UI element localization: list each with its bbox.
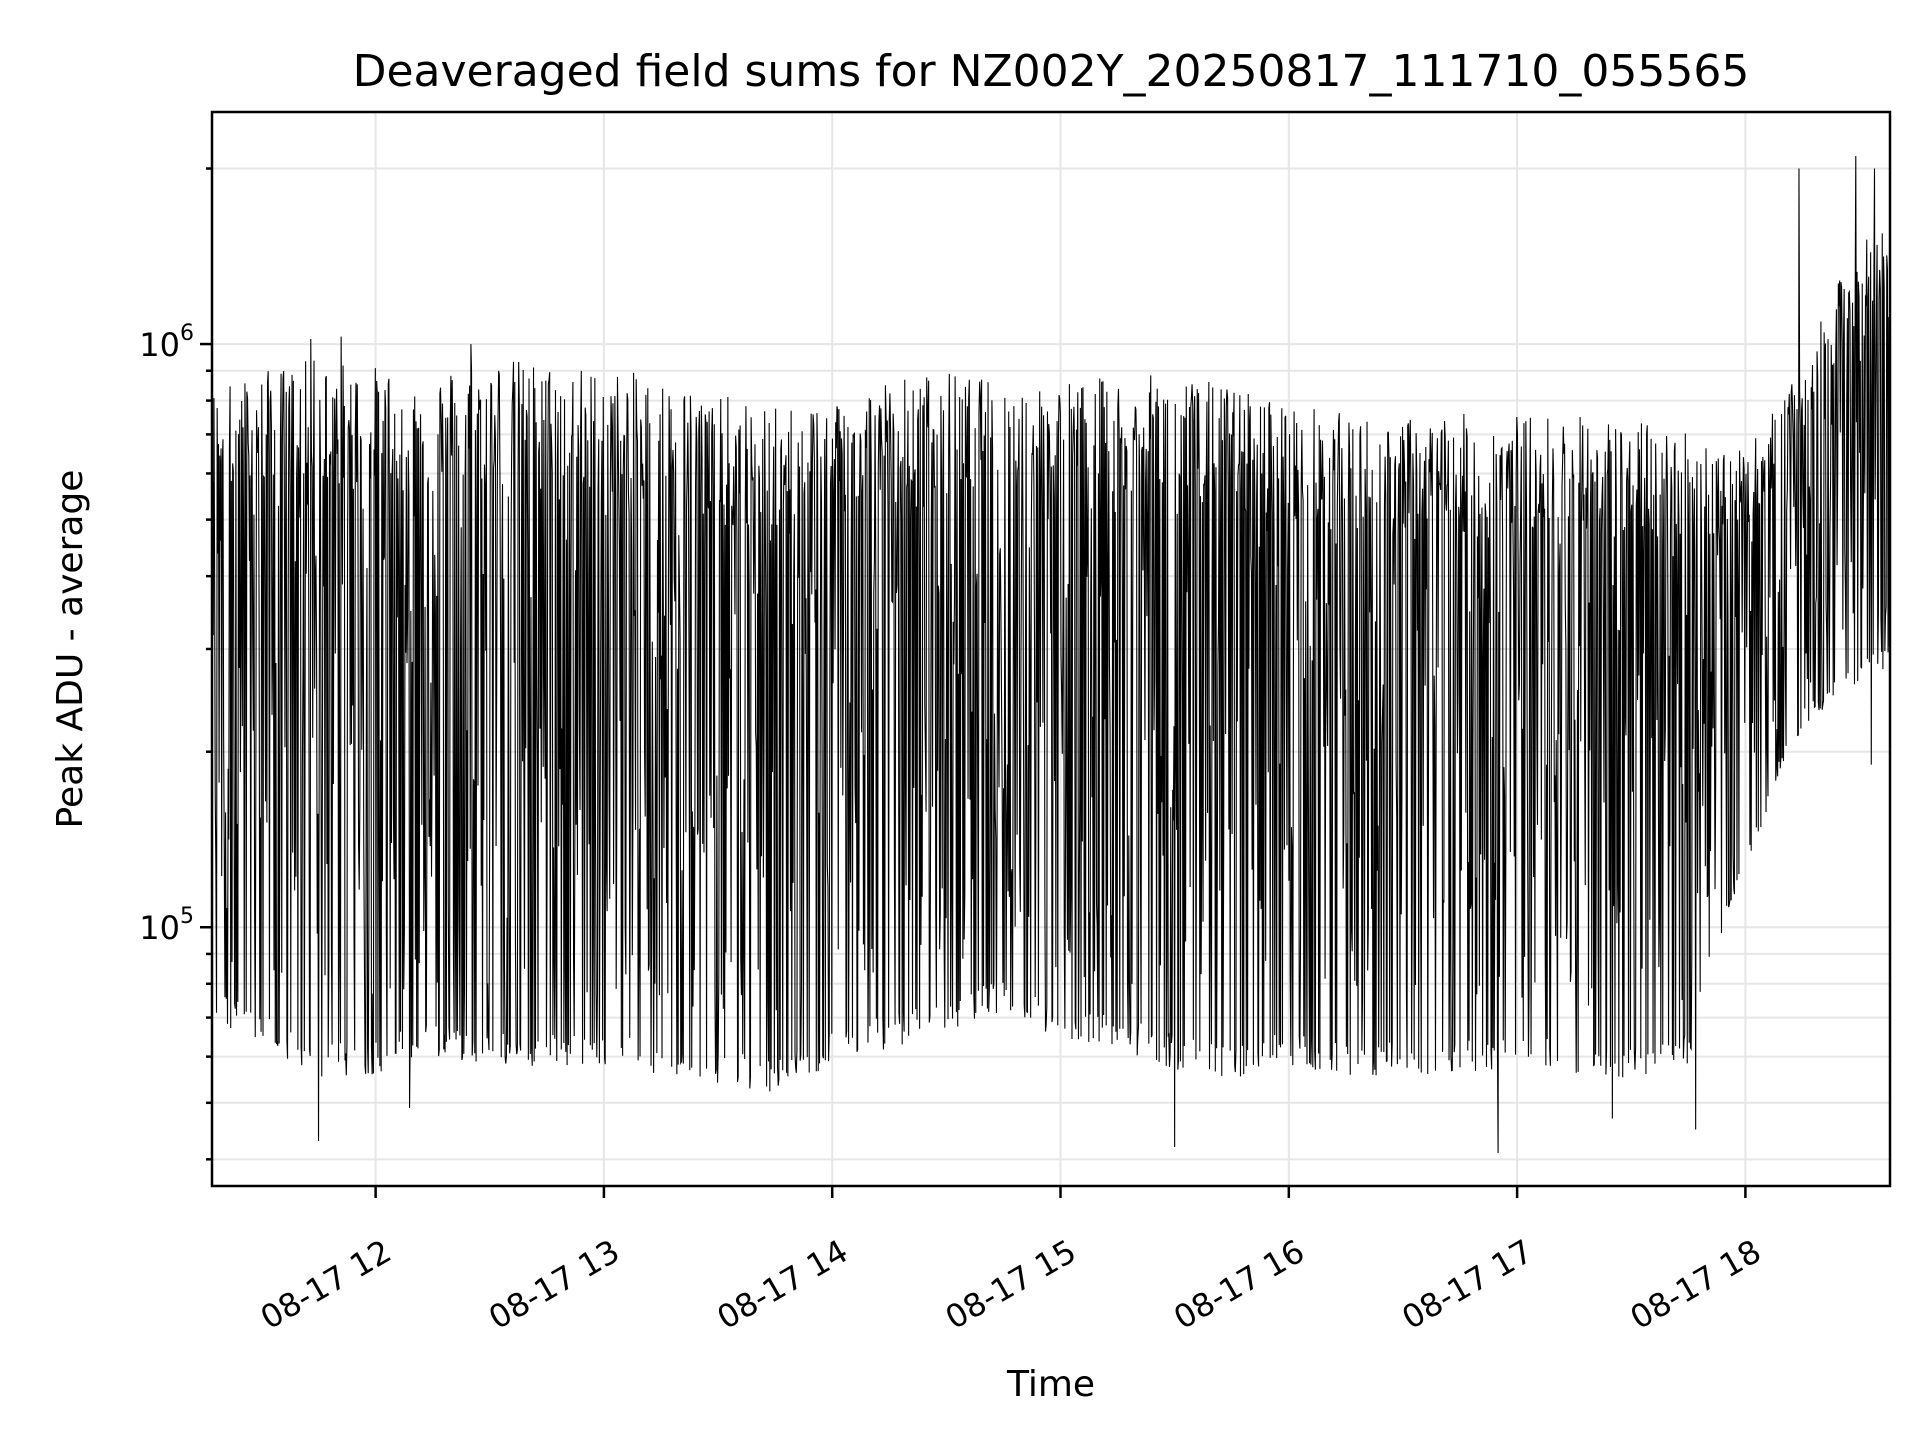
y-tick-label: 105: [139, 904, 194, 947]
x-axis-label: Time: [1006, 1364, 1095, 1405]
y-tick-base: 10: [139, 909, 180, 947]
y-tick-exponent: 6: [180, 321, 194, 346]
y-axis-label: Peak ADU - average: [50, 470, 91, 829]
y-tick-base: 10: [139, 326, 180, 364]
chart-title: Deaveraged field sums for NZ002Y_2025081…: [353, 46, 1750, 97]
series-path: [212, 156, 1890, 1154]
y-tick-label: 106: [139, 321, 194, 364]
series-line: [212, 156, 1890, 1154]
y-tick-exponent: 5: [180, 904, 194, 929]
